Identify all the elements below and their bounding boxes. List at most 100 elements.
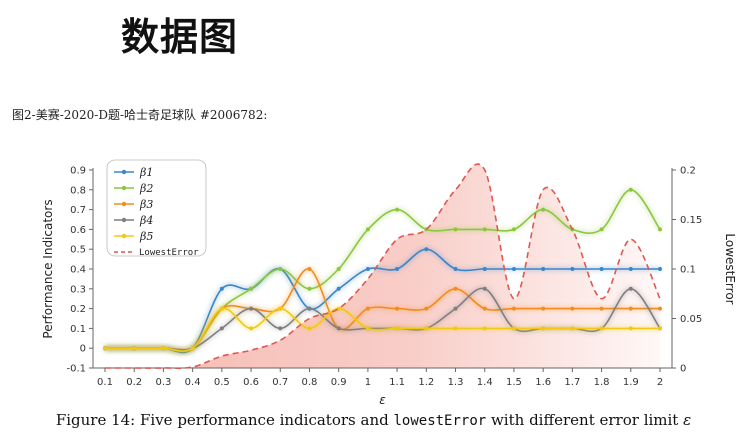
beta2-point xyxy=(249,286,254,291)
beta2-point xyxy=(658,227,662,232)
y2-tick-label: 0.2 xyxy=(680,166,696,177)
y2-tick-label: 0.05 xyxy=(680,314,702,325)
x-tick-label: 0.7 xyxy=(272,377,288,388)
beta1-point xyxy=(336,286,341,291)
beta3-point xyxy=(482,306,487,311)
beta5-point xyxy=(307,326,312,331)
x-tick-label: 0.3 xyxy=(155,377,171,388)
legend-box xyxy=(106,159,207,257)
page-title: 数据图 xyxy=(121,14,239,59)
beta3-point xyxy=(599,306,604,311)
x-tick-label: 1.2 xyxy=(418,377,434,388)
beta5-point xyxy=(482,326,487,331)
x-tick-label: 1.5 xyxy=(506,377,522,388)
y-tick-label: 0.1 xyxy=(70,324,86,335)
beta5-point xyxy=(628,326,633,331)
x-tick-label: 1.6 xyxy=(535,377,551,388)
caption-middle: with different error limit xyxy=(486,411,684,429)
beta2-point xyxy=(307,286,312,291)
beta3-point xyxy=(570,306,575,311)
beta3-point xyxy=(628,306,633,311)
beta5-point xyxy=(395,326,400,331)
line-chart: -0.1 0 0.1 0.2 0.3 0.4 0.5 0.6 0.7 0.8 0.9 0 0.05 0.1… xyxy=(41,159,737,407)
x-tick-label: 0.8 xyxy=(302,377,318,388)
beta5-point xyxy=(541,326,546,331)
y-tick-label: 0.4 xyxy=(70,265,86,276)
y-tick-label: -0.1 xyxy=(66,364,86,375)
beta2-point xyxy=(482,227,487,232)
lowest-error-area xyxy=(105,164,660,369)
beta2-point xyxy=(365,227,370,232)
beta4-point xyxy=(453,306,458,311)
x-axis-label: ε xyxy=(379,393,386,407)
x-tick-label: 0.9 xyxy=(331,377,347,388)
legend-label-beta2: β2 xyxy=(139,182,153,195)
legend-label-beta4: β4 xyxy=(139,214,153,227)
x-tick-label: 1 xyxy=(365,377,371,388)
beta2-point xyxy=(511,227,516,232)
beta2-point xyxy=(599,227,604,232)
beta1-point xyxy=(628,267,633,271)
beta5-point xyxy=(365,326,370,331)
x-tick-label: 1.9 xyxy=(623,377,639,388)
beta1-point xyxy=(365,267,370,271)
beta3-point xyxy=(365,306,370,311)
beta2-point xyxy=(278,267,283,271)
beta2-point xyxy=(336,267,341,271)
figure-source-label: 图2-美赛-2020-D题-哈士奇足球队 #2006782: xyxy=(12,108,268,122)
beta1-point xyxy=(424,247,429,252)
beta4-point xyxy=(219,326,224,331)
beta5-point xyxy=(132,346,137,351)
beta2-point xyxy=(628,187,633,192)
beta3-point xyxy=(395,306,400,311)
beta5-point xyxy=(190,346,195,351)
x-tick-label: 0.2 xyxy=(126,377,142,388)
beta1-point xyxy=(482,267,487,271)
beta5-point xyxy=(658,326,662,331)
legend-marker-beta5 xyxy=(121,233,127,239)
beta1-point xyxy=(599,267,604,271)
beta5-point xyxy=(249,326,254,331)
x-tick-label: 1.4 xyxy=(477,377,493,388)
beta5-point xyxy=(424,326,429,331)
x-tick-label: 0.6 xyxy=(243,377,259,388)
beta3-point xyxy=(541,306,546,311)
beta1-point xyxy=(453,267,458,271)
x-tick-label: 0.1 xyxy=(97,377,113,388)
beta1-point xyxy=(658,267,662,271)
beta4-point xyxy=(307,306,312,311)
x-tick-label: 1.3 xyxy=(448,377,464,388)
beta5-point xyxy=(219,306,224,311)
y-tick-label: 0.6 xyxy=(70,225,86,236)
y2-tick-label: 0.1 xyxy=(680,265,696,276)
beta5-point xyxy=(278,306,283,311)
x-tick-label: 0.5 xyxy=(214,377,230,388)
caption-prefix: Figure 14: Five performance indicators a… xyxy=(55,411,394,429)
x-tick-label: 0.4 xyxy=(185,377,201,388)
y-tick-label: 0 xyxy=(80,344,86,355)
caption-symbol: ε xyxy=(683,411,692,429)
beta4-point xyxy=(249,306,254,311)
x-tick-label: 2 xyxy=(657,377,663,388)
y-tick-label: 0.9 xyxy=(70,166,86,177)
beta5-point xyxy=(570,326,575,331)
caption-code: lowestError xyxy=(393,413,487,429)
beta1-point xyxy=(511,267,516,271)
beta3-point xyxy=(307,267,312,271)
beta1-point xyxy=(219,286,224,291)
beta2-point xyxy=(541,207,546,212)
beta3-point xyxy=(658,306,662,311)
y-tick-label: 0.8 xyxy=(70,185,86,196)
beta4-point xyxy=(336,326,341,331)
figure-caption: Figure 14: Five performance indicators a… xyxy=(0,411,747,429)
beta2-point xyxy=(395,207,400,212)
y-tick-label: 0.5 xyxy=(70,245,86,256)
y2-tick-label: 0.15 xyxy=(680,215,702,226)
legend-label-beta3: β3 xyxy=(139,198,153,211)
beta5-point xyxy=(103,346,107,351)
lowest-error-line xyxy=(105,163,661,369)
legend-marker-beta3 xyxy=(121,201,127,207)
beta4-point xyxy=(482,286,487,291)
beta3-point xyxy=(511,306,516,311)
beta4-point xyxy=(278,326,283,331)
